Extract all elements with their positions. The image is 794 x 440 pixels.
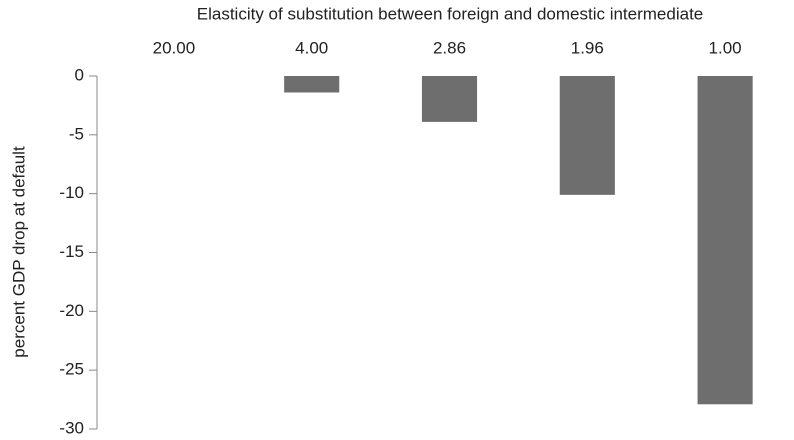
bar [284,76,340,93]
x-tick-label: 1.96 [571,38,604,57]
x-tick-label: 2.86 [433,38,466,57]
y-tick-label: -25 [59,360,84,379]
y-tick-label: -5 [69,124,84,143]
y-tick-label: 0 [75,65,84,84]
y-axis-label: percent GDP drop at default [9,146,28,358]
y-tick-label: -30 [59,418,84,437]
chart-title: Elasticity of substitution between forei… [197,4,704,23]
y-tick-label: -20 [59,301,84,320]
bar [559,76,615,195]
bar [421,76,478,122]
x-tick-label: 20.00 [153,38,196,57]
x-tick-label: 4.00 [295,38,328,57]
y-tick-label: -15 [59,242,84,261]
x-tick-label: 1.00 [709,38,742,57]
y-tick-label: -10 [59,183,84,202]
bar [697,76,753,405]
